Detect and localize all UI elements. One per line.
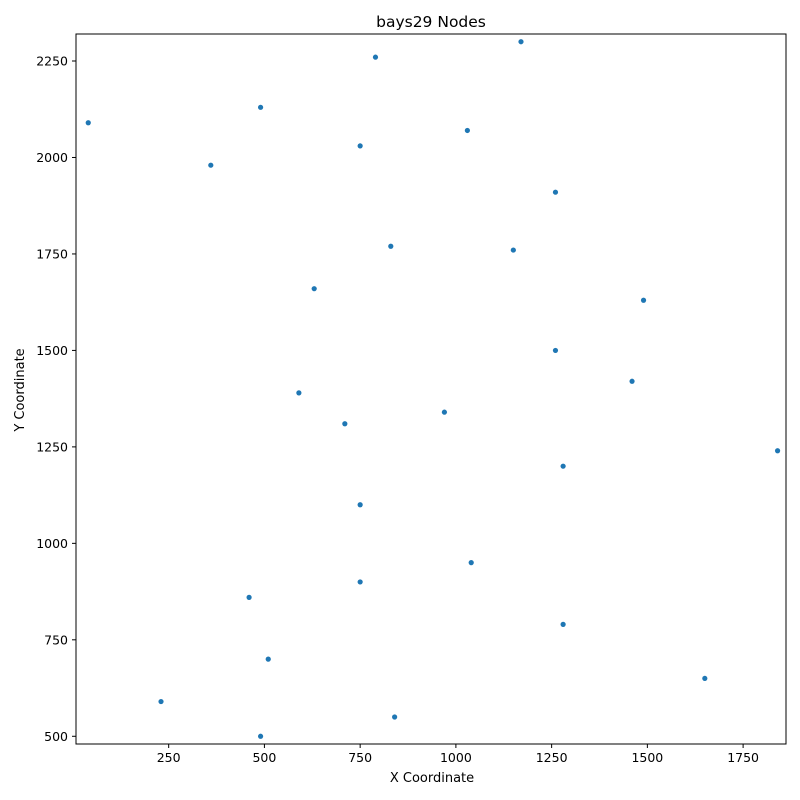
x-tick-label: 1000 [440, 750, 472, 765]
chart-title: bays29 Nodes [376, 13, 486, 31]
x-tick-label: 1500 [631, 750, 663, 765]
data-point-0 [510, 247, 516, 253]
data-point-14 [357, 579, 363, 585]
data-point-19 [296, 390, 302, 396]
y-tick-label: 1250 [36, 439, 68, 454]
data-point-13 [265, 656, 271, 662]
data-point-24 [560, 621, 566, 627]
data-point-18 [468, 560, 474, 566]
x-axis-ticks: 250 500 750 1000 1250 1500 1750 [157, 744, 759, 765]
data-point-28 [208, 162, 214, 168]
data-point-4 [357, 143, 363, 149]
x-tick-label: 500 [252, 750, 276, 765]
data-point-11 [518, 39, 524, 45]
y-tick-label: 1500 [36, 343, 68, 358]
y-tick-label: 2250 [36, 54, 68, 69]
data-point-12 [441, 409, 448, 415]
data-point-9 [342, 421, 348, 427]
data-point-6 [702, 675, 708, 682]
x-tick-label: 1250 [536, 750, 568, 765]
data-point-1 [311, 286, 317, 292]
plot-area [75, 33, 787, 745]
x-tick-label: 1750 [727, 750, 759, 765]
data-point-16 [158, 698, 164, 705]
data-point-22 [774, 448, 781, 454]
data-point-8 [372, 54, 379, 60]
data-point-27 [552, 189, 559, 195]
data-point-3 [357, 502, 363, 508]
y-tick-label: 1750 [36, 246, 68, 261]
data-point-7 [640, 297, 647, 303]
data-point-10 [392, 714, 398, 720]
y-tick-label: 2000 [36, 150, 68, 165]
data-point-25 [257, 104, 264, 110]
data-point-21 [257, 733, 264, 739]
data-point-26 [629, 378, 635, 384]
y-tick-label: 500 [44, 729, 68, 744]
data-point-5 [464, 127, 470, 134]
y-tick-label: 750 [44, 632, 68, 647]
data-point-17 [246, 594, 252, 600]
data-point-23 [552, 347, 559, 354]
data-point-20 [388, 243, 394, 249]
y-axis-label: Y Coordinate [13, 348, 28, 432]
x-axis-label: X Coordinate [390, 771, 474, 786]
data-point-15 [560, 463, 566, 469]
y-axis-ticks: 500 750 1000 1250 1500 1750 2000 2250 [36, 54, 76, 744]
plot-frame [75, 33, 787, 745]
data-points [85, 39, 781, 739]
x-tick-label: 250 [157, 750, 181, 765]
y-tick-label: 1000 [36, 536, 68, 551]
x-tick-label: 750 [348, 750, 372, 765]
data-point-2 [85, 120, 91, 126]
